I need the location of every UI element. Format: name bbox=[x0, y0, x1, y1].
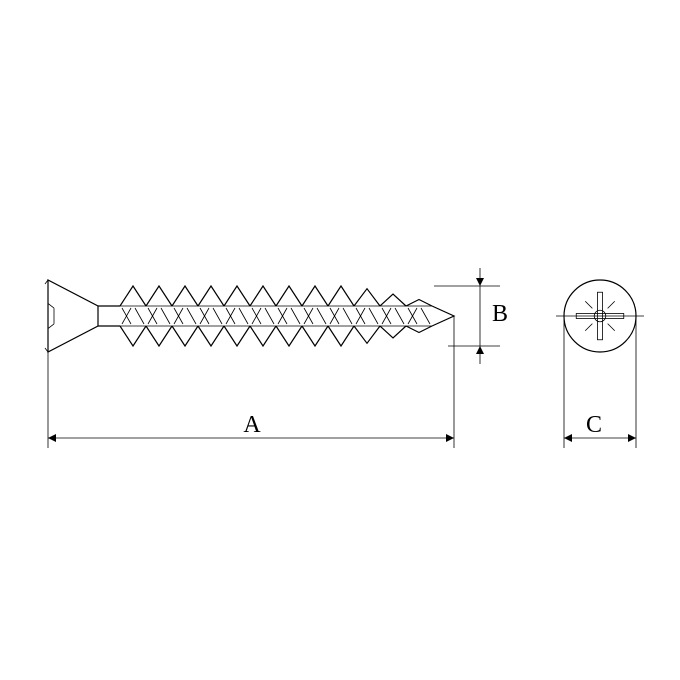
dimension-label-c: C bbox=[586, 412, 602, 438]
dimension-label-a: A bbox=[243, 412, 261, 438]
dimension-label-b: B bbox=[492, 301, 508, 327]
